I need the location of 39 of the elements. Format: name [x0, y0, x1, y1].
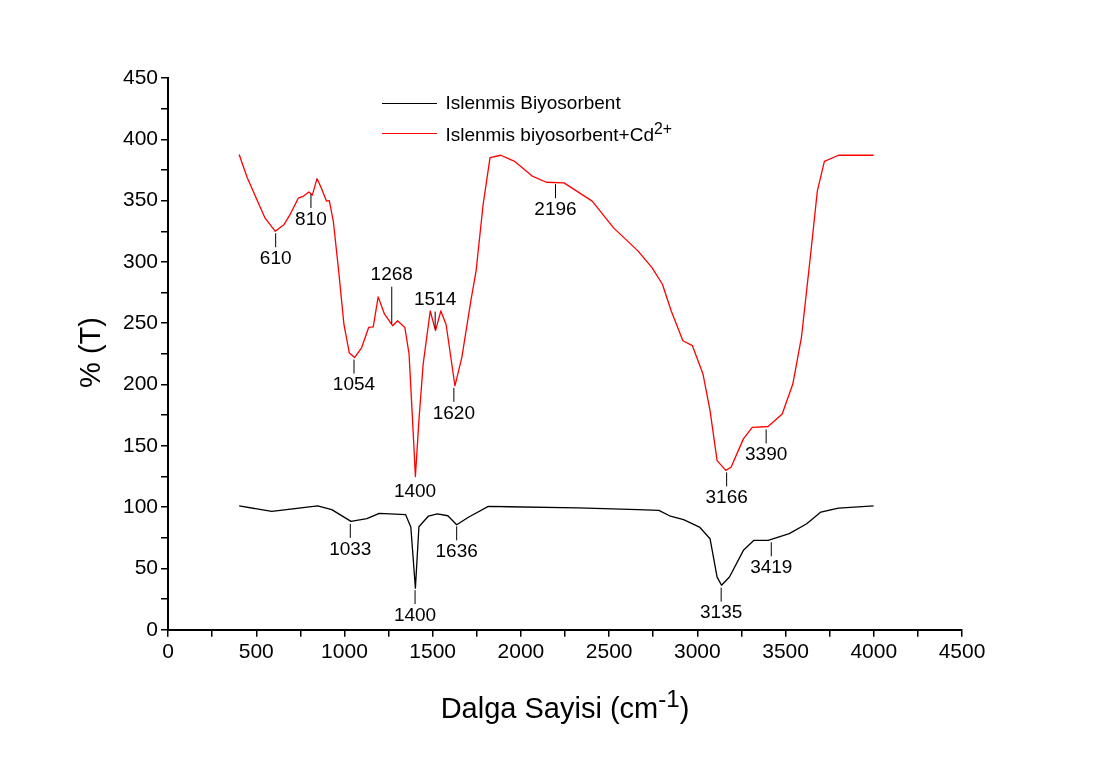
x-tick-label: 1000: [321, 639, 368, 663]
x-tick-label: 500: [238, 639, 274, 663]
annotation: 1033: [329, 537, 372, 559]
y-tick-label: 50: [134, 555, 159, 579]
y-axis-title: % (T): [73, 315, 107, 390]
annotation: 1054: [332, 373, 376, 395]
y-tick-label: 400: [122, 126, 159, 150]
y-tick-label: 300: [122, 248, 159, 272]
x-tick-label: 1500: [409, 639, 457, 663]
annotation: 3419: [750, 556, 793, 578]
annotation: 2196: [534, 197, 577, 219]
y-tick-label: 200: [122, 371, 159, 395]
annotation: 1514: [414, 288, 457, 310]
annotation: 1268: [370, 263, 413, 285]
x-tick-label: 3000: [673, 639, 721, 663]
x-axis-title: Dalga Sayisi (cm$^{-1}$): [439, 684, 691, 725]
y-tick-label: 350: [122, 187, 159, 211]
x-tick-label: 3500: [762, 639, 809, 663]
x-tick-label: 2500: [585, 639, 633, 663]
annotation: 1400: [393, 603, 437, 625]
annotation: 3390: [745, 443, 788, 465]
y-tick-label: 150: [122, 432, 159, 456]
annotation: 3166: [705, 486, 748, 508]
y-tick-label: 250: [122, 310, 159, 334]
annotation: 810: [295, 207, 327, 229]
x-tick-label: 2000: [497, 639, 545, 663]
annotation: 610: [259, 247, 292, 269]
x-tick-label: 0: [162, 639, 174, 663]
legend-label: Islenmis Biyosorbent: [445, 92, 621, 114]
x-tick-label: 4000: [850, 639, 898, 663]
x-tick-label: 4500: [938, 639, 986, 663]
y-tick-label: 100: [122, 493, 159, 517]
annotation: 1400: [393, 480, 437, 502]
annotation: 1636: [435, 540, 478, 562]
y-tick-label: 450: [122, 64, 159, 88]
annotation: 1620: [432, 401, 476, 423]
annotation: 3135: [700, 601, 743, 623]
y-tick-label: 0: [146, 616, 159, 640]
legend-label: Islenmis biyosorbent+Cd$^{2+}$: [445, 119, 673, 147]
